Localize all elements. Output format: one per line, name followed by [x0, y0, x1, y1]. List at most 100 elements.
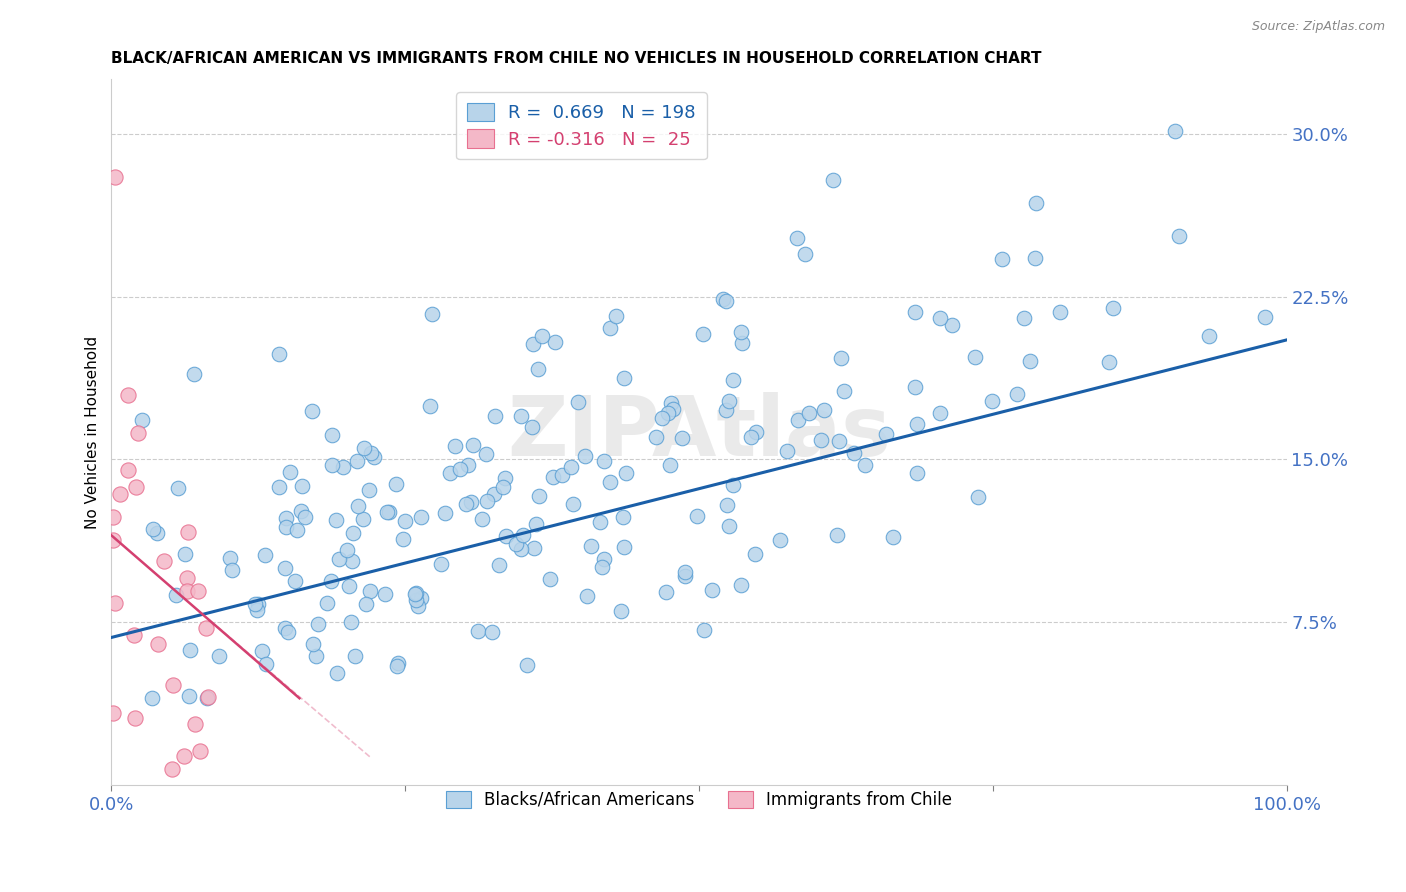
- Point: [810, 434, 832, 448]
- Point: [131, 413, 153, 427]
- Point: [654, 585, 676, 599]
- Point: [449, 462, 471, 476]
- Point: [941, 318, 963, 332]
- Point: [471, 512, 494, 526]
- Point: [166, 588, 188, 602]
- Point: [321, 574, 343, 588]
- Point: [274, 561, 297, 575]
- Point: [375, 506, 398, 520]
- Point: [793, 247, 815, 261]
- Point: [1025, 195, 1047, 210]
- Point: [166, 481, 188, 495]
- Point: [352, 511, 374, 525]
- Point: [718, 394, 741, 409]
- Point: [538, 572, 561, 586]
- Point: [1005, 386, 1028, 401]
- Point: [277, 625, 299, 640]
- Point: [274, 621, 297, 635]
- Point: [1019, 353, 1042, 368]
- Point: [797, 407, 820, 421]
- Point: [550, 467, 572, 482]
- Point: [276, 511, 298, 525]
- Point: [830, 351, 852, 365]
- Point: [828, 434, 851, 448]
- Point: [599, 475, 621, 489]
- Point: [825, 528, 848, 542]
- Point: [127, 426, 149, 441]
- Point: [730, 325, 752, 339]
- Point: [716, 498, 738, 512]
- Point: [394, 514, 416, 528]
- Point: [842, 446, 865, 460]
- Point: [904, 305, 927, 319]
- Point: [344, 649, 367, 664]
- Point: [148, 637, 170, 651]
- Point: [523, 541, 546, 555]
- Point: [853, 458, 876, 473]
- Point: [561, 496, 583, 510]
- Point: [905, 417, 928, 431]
- Point: [221, 563, 243, 577]
- Point: [711, 292, 734, 306]
- Point: [662, 402, 685, 417]
- Point: [183, 367, 205, 381]
- Text: ZIPAtlas: ZIPAtlas: [508, 392, 891, 473]
- Point: [363, 450, 385, 465]
- Point: [494, 471, 516, 485]
- Point: [522, 337, 544, 351]
- Point: [291, 479, 314, 493]
- Point: [516, 658, 538, 673]
- Point: [721, 373, 744, 387]
- Point: [340, 615, 363, 629]
- Point: [467, 624, 489, 638]
- Point: [495, 529, 517, 543]
- Point: [744, 547, 766, 561]
- Point: [659, 396, 682, 410]
- Point: [714, 293, 737, 308]
- Point: [122, 627, 145, 641]
- Point: [745, 425, 768, 440]
- Point: [103, 533, 125, 547]
- Point: [195, 691, 218, 706]
- Point: [482, 486, 505, 500]
- Legend: Blacks/African Americans, Immigrants from Chile: Blacks/African Americans, Immigrants fro…: [439, 784, 959, 815]
- Point: [659, 458, 682, 472]
- Point: [353, 441, 375, 455]
- Point: [153, 554, 176, 568]
- Point: [305, 648, 328, 663]
- Point: [290, 504, 312, 518]
- Point: [254, 657, 277, 672]
- Point: [579, 540, 602, 554]
- Point: [284, 574, 307, 588]
- Point: [1012, 310, 1035, 325]
- Point: [307, 616, 329, 631]
- Point: [714, 402, 737, 417]
- Point: [117, 387, 139, 401]
- Point: [301, 637, 323, 651]
- Point: [488, 558, 510, 572]
- Point: [1049, 305, 1071, 319]
- Point: [786, 230, 808, 244]
- Point: [173, 748, 195, 763]
- Point: [254, 549, 277, 563]
- Point: [505, 537, 527, 551]
- Point: [117, 463, 139, 477]
- Point: [316, 596, 339, 610]
- Point: [246, 597, 269, 611]
- Point: [357, 483, 380, 497]
- Point: [823, 173, 845, 187]
- Point: [337, 579, 360, 593]
- Point: [454, 497, 477, 511]
- Y-axis label: No Vehicles in Household: No Vehicles in Household: [86, 335, 100, 529]
- Point: [409, 591, 432, 605]
- Point: [692, 327, 714, 342]
- Point: [1164, 124, 1187, 138]
- Point: [360, 446, 382, 460]
- Point: [610, 604, 633, 618]
- Point: [510, 542, 533, 557]
- Point: [592, 454, 614, 468]
- Point: [730, 578, 752, 592]
- Point: [457, 458, 479, 473]
- Point: [527, 362, 550, 376]
- Point: [589, 515, 612, 529]
